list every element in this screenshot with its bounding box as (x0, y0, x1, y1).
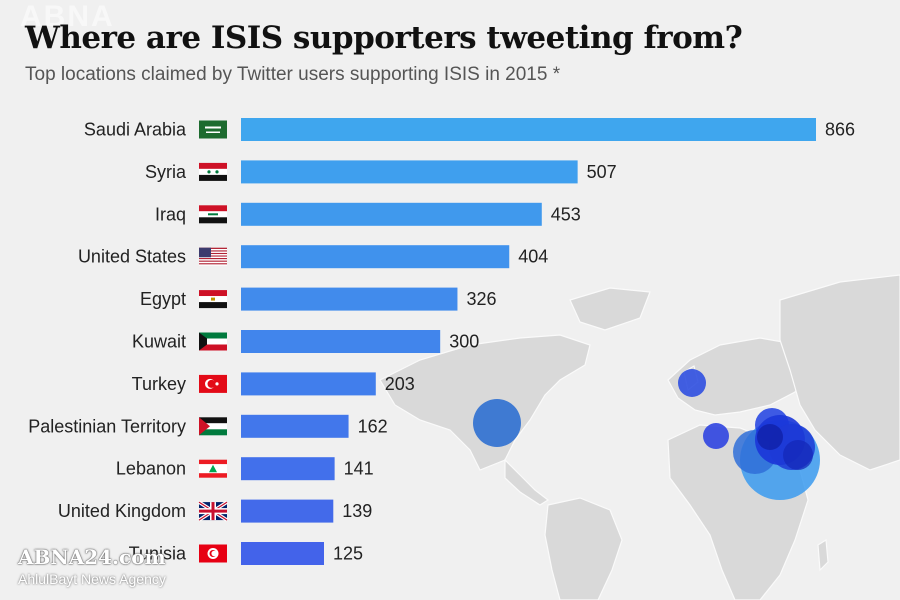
category-label-egypt: Egypt (140, 289, 186, 309)
value-label-turkey: 203 (385, 374, 415, 394)
value-label-palestinian-territory: 162 (358, 416, 388, 436)
watermark-logo: ABNA24.com (18, 545, 166, 569)
bar-iraq (241, 202, 542, 226)
bar-kuwait (241, 330, 441, 353)
bar-united-kingdom (241, 499, 334, 523)
palestine-flag-icon (199, 417, 227, 436)
greenland-land (569, 287, 651, 331)
value-label-saudi-arabia: 866 (825, 120, 855, 140)
egypt-flag-icon (199, 290, 227, 309)
bar-saudi-arabia (241, 118, 816, 141)
iraq-flag-icon (199, 205, 227, 224)
syria-flag-icon (199, 162, 227, 181)
category-label-united-kingdom: United Kingdom (58, 501, 186, 521)
lebanon-flag-icon (199, 459, 227, 478)
value-label-egypt: 326 (466, 289, 496, 309)
map-bubble-united-kingdom (678, 369, 706, 397)
bar-syria (241, 160, 578, 184)
asia-land (779, 274, 900, 471)
chart-title: Where are ISIS supporters tweeting from? (25, 20, 743, 56)
tunisia-flag-icon (199, 544, 227, 563)
map-bubble-kuwait (783, 440, 813, 470)
category-label-saudi-arabia: Saudi Arabia (84, 120, 187, 140)
chart-subtitle: Top locations claimed by Twitter users s… (25, 64, 561, 85)
value-label-kuwait: 300 (449, 332, 479, 352)
watermark-top: ABNA (20, 0, 115, 33)
category-label-united-states: United States (78, 247, 186, 267)
europe-land (667, 337, 811, 416)
category-label-kuwait: Kuwait (132, 332, 186, 352)
category-label-palestinian-territory: Palestinian Territory (28, 416, 186, 436)
value-label-lebanon: 141 (344, 459, 374, 479)
bar-united-states (241, 245, 510, 269)
turkey-flag-icon (199, 374, 227, 393)
watermark-bottom: ABNA24.com AhlulBayt News Agency (18, 545, 166, 587)
bar-lebanon (241, 457, 335, 481)
bar-egypt (241, 287, 458, 311)
bar-tunisia (241, 542, 324, 565)
saudi-arabia-flag-icon (199, 120, 227, 139)
value-label-syria: 507 (587, 162, 617, 182)
central-america-land (504, 458, 550, 506)
world-map (379, 274, 900, 600)
category-label-tunisia: Tunisia (129, 544, 187, 564)
kuwait-flag-icon (199, 332, 227, 351)
map-bubble-tunisia (703, 423, 729, 449)
value-label-iraq: 453 (551, 204, 581, 224)
value-label-tunisia: 125 (333, 544, 363, 564)
category-label-lebanon: Lebanon (116, 459, 186, 479)
bar-turkey (241, 372, 376, 396)
category-label-iraq: Iraq (155, 204, 186, 224)
bar-palestinian-territory (241, 414, 349, 438)
category-label-syria: Syria (145, 162, 187, 182)
map-bubble-lebanon (757, 424, 783, 450)
value-label-united-states: 404 (518, 247, 548, 267)
united-kingdom-flag-icon (198, 500, 228, 522)
value-label-united-kingdom: 139 (342, 501, 372, 521)
south-america-land (544, 497, 623, 600)
category-label-turkey: Turkey (132, 374, 186, 394)
madagascar-land (817, 538, 829, 572)
watermark-caption: AhlulBayt News Agency (18, 571, 166, 587)
united-states-flag-icon (199, 247, 227, 266)
map-bubble-united-states (473, 399, 521, 447)
